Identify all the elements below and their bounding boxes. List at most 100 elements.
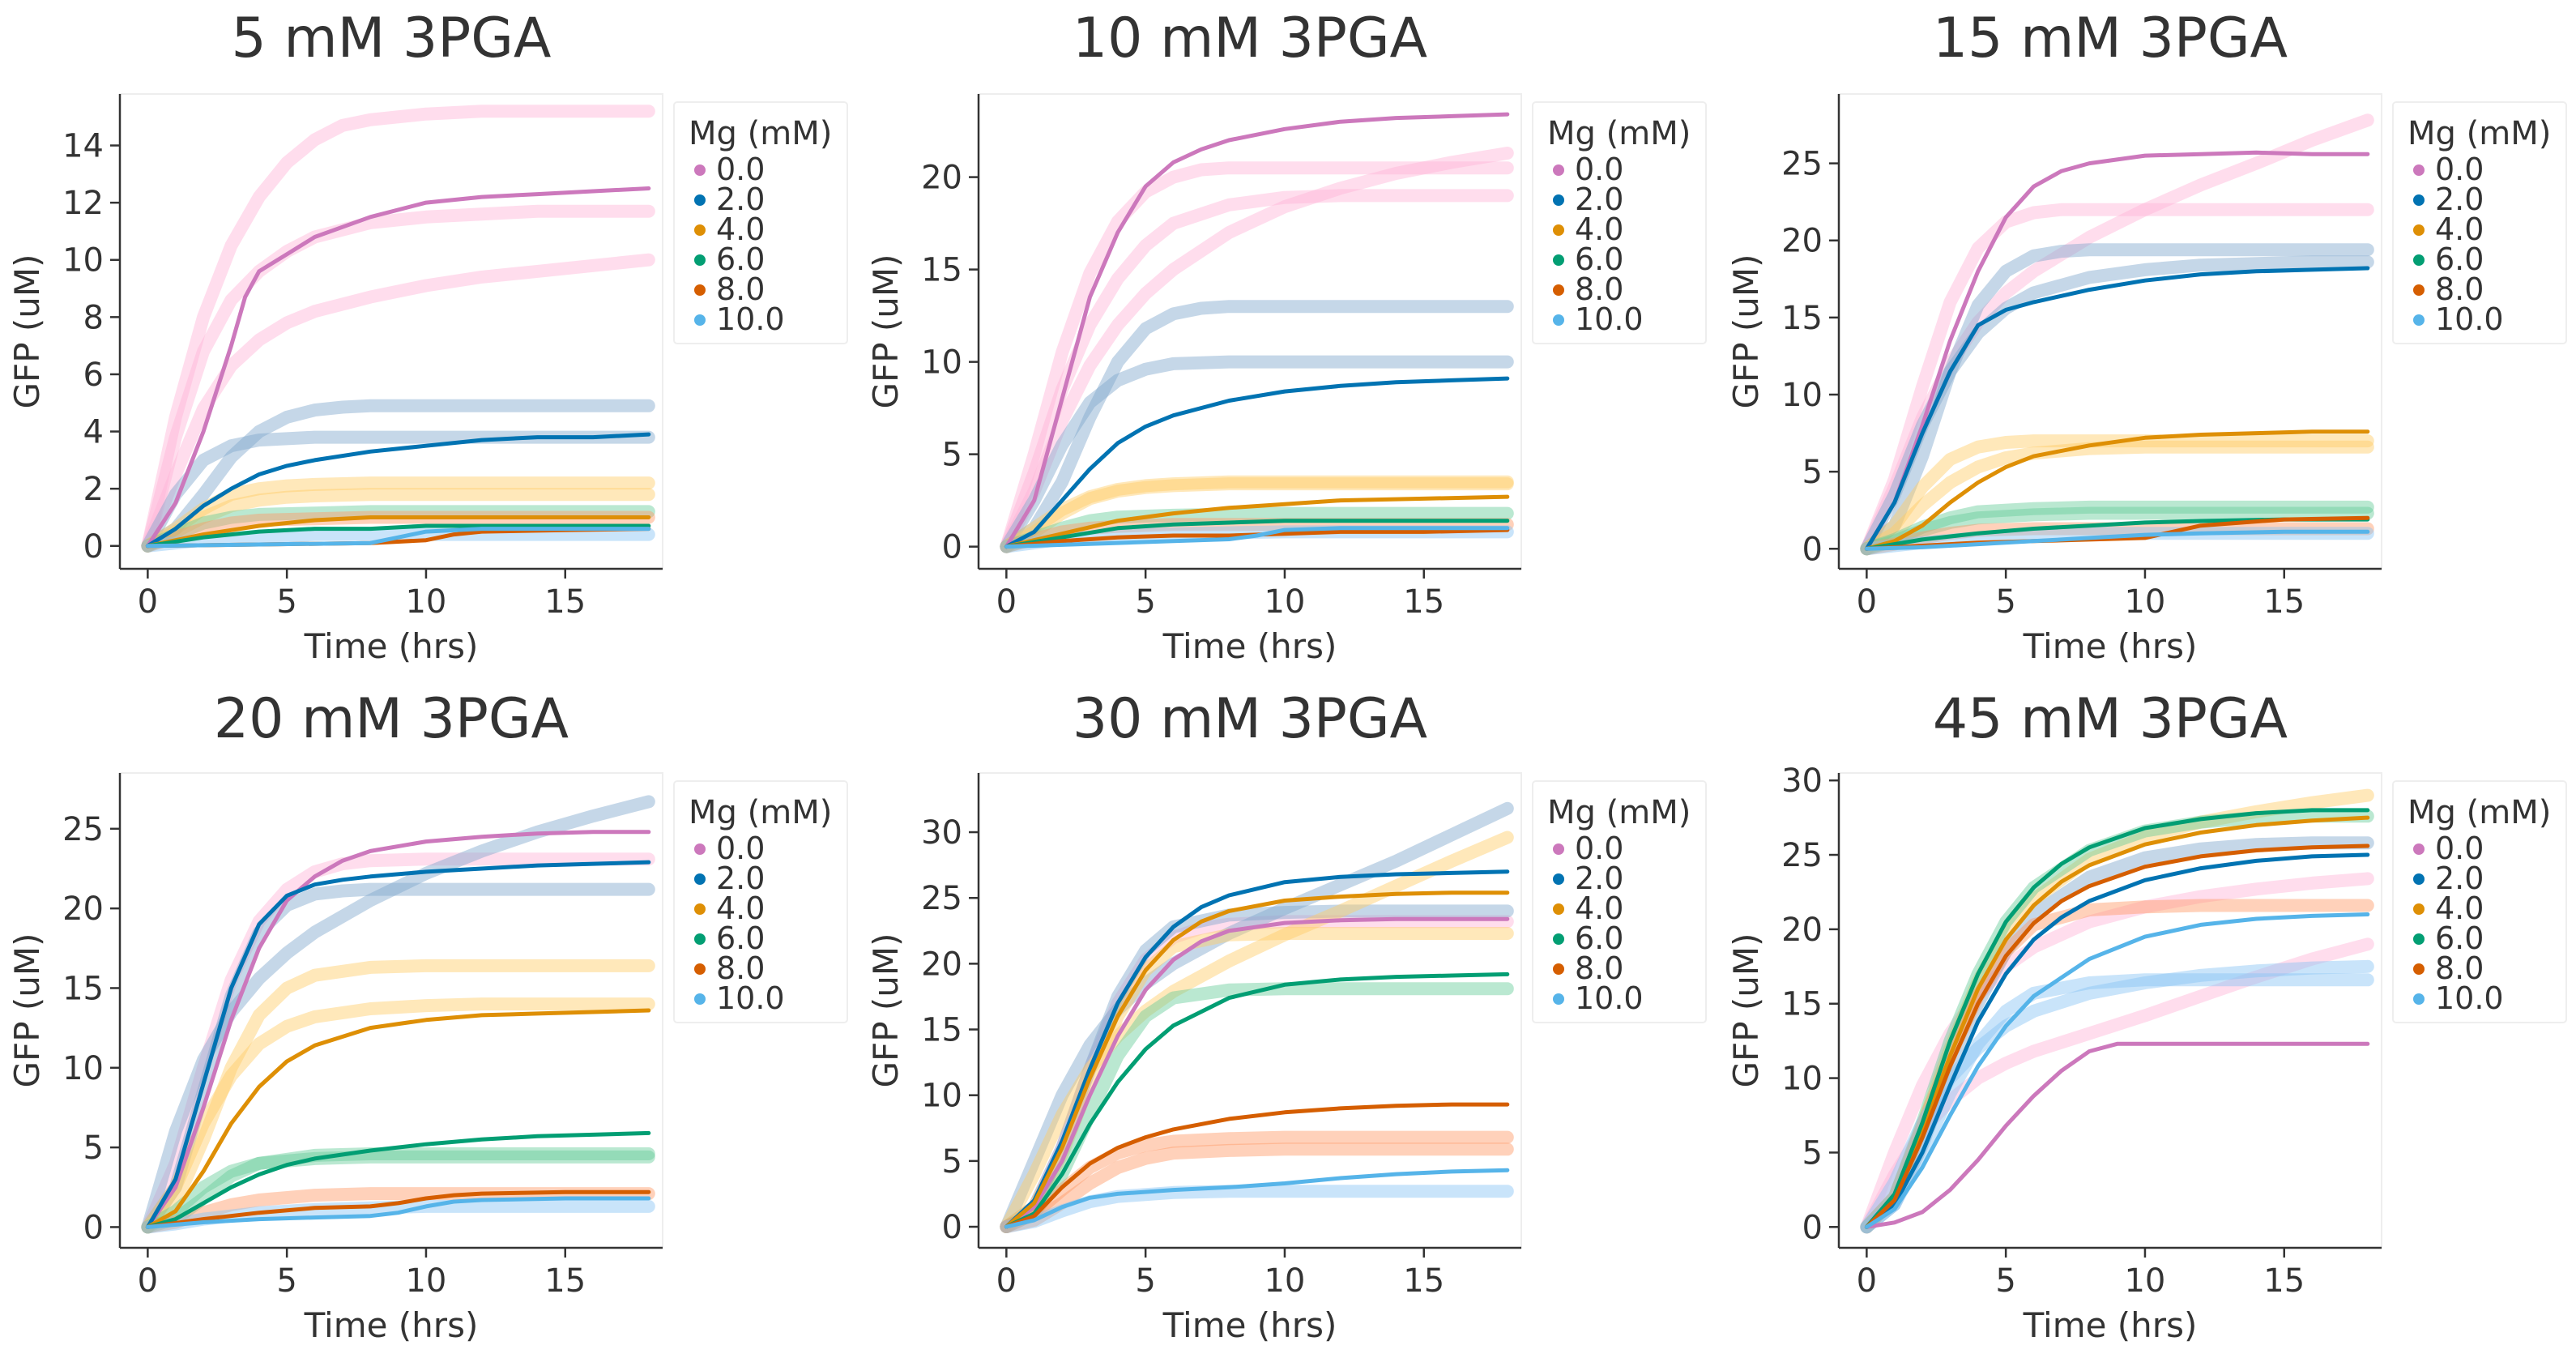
y-tick-label: 20	[62, 890, 104, 928]
legend-title: Mg (mM)	[689, 115, 832, 152]
y-tick-label: 20	[921, 160, 962, 197]
y-tick-label: 8	[83, 299, 104, 336]
legend-box	[673, 101, 848, 344]
data-line-mg-10.0	[1864, 912, 2370, 1229]
x-tick-label: 15	[2263, 1262, 2305, 1300]
chart-title: 45 mM 3PGA	[1933, 687, 2288, 751]
panel-4: 0 5 10 15 0 5 10 15 20 25 20 mM 3PGA Time (hrs) GFP …	[7, 687, 848, 1345]
legend-label: 10.0	[2435, 980, 2504, 1016]
chart-title: 10 mM 3PGA	[1073, 6, 1427, 70]
legend-label: 0.0	[2435, 152, 2484, 187]
fit-line-mg-0.0	[141, 253, 655, 553]
legend-title: Mg (mM)	[1547, 115, 1691, 152]
legend-marker	[1553, 903, 1564, 915]
x-tick-label: 5	[1995, 583, 2015, 621]
legend-marker	[2413, 873, 2425, 885]
x-tick-label: 0	[138, 583, 158, 621]
legend-label: 10.0	[2435, 301, 2504, 337]
legend-label: 6.0	[716, 241, 765, 277]
y-tick-label: 0	[1802, 1209, 1823, 1246]
legend-marker	[694, 194, 706, 206]
legend-label: 8.0	[1575, 271, 1623, 307]
legend-marker	[694, 993, 706, 1005]
legend-marker	[2413, 963, 2425, 975]
y-tick-label: 0	[83, 1209, 104, 1246]
fit-line-mg-8.0	[1000, 1142, 1514, 1233]
legend-marker	[2413, 843, 2425, 855]
legend-marker	[2413, 993, 2425, 1005]
chart-title: 30 mM 3PGA	[1073, 687, 1427, 751]
y-tick-label: 30	[1781, 762, 1823, 800]
fit-line-mg-2.0	[1860, 243, 2374, 556]
curves	[1000, 801, 1514, 1233]
fit-line-mg-2.0	[141, 882, 655, 1234]
legend-label: 4.0	[1575, 211, 1623, 247]
legend-label: 2.0	[2435, 181, 2484, 217]
fit-line-mg-0.0	[1860, 113, 2374, 556]
y-tick-label: 10	[921, 1078, 962, 1115]
y-tick-label: 5	[942, 437, 962, 474]
legend-label: 10.0	[716, 980, 785, 1016]
fit-line-mg-4.0	[1860, 440, 2374, 556]
legend-marker	[1553, 254, 1564, 266]
legend-label: 0.0	[716, 152, 765, 187]
fit-line-mg-10.0	[1860, 959, 2374, 1234]
data-line-mg-6.0	[1004, 519, 1510, 549]
y-tick-label: 15	[1781, 300, 1823, 337]
legend-marker	[1553, 873, 1564, 885]
x-tick-label: 0	[996, 583, 1017, 621]
x-tick-label: 10	[405, 583, 446, 621]
legend-label: 4.0	[2435, 211, 2484, 247]
data-line-mg-10.0	[1864, 529, 2370, 551]
fit-line-mg-0.0	[1000, 147, 1514, 553]
y-tick-label: 14	[62, 128, 104, 165]
y-tick-label: 0	[942, 1209, 962, 1246]
y-tick-label: 5	[83, 1130, 104, 1167]
legend-title: Mg (mM)	[2408, 794, 2551, 831]
legend-label: 6.0	[1575, 241, 1623, 277]
panel-3: 0 5 10 15 0 5 10 15 20 25 15 mM 3PGA Time (hrs) GFP …	[1726, 6, 2567, 666]
chart-title: 15 mM 3PGA	[1933, 6, 2288, 70]
fit-line-mg-2.0	[1000, 355, 1514, 553]
y-tick-label: 20	[1781, 223, 1823, 260]
y-axis-label: GFP (uM)	[7, 254, 47, 408]
y-axis-label: GFP (uM)	[866, 933, 906, 1087]
legend-label: 6.0	[2435, 920, 2484, 956]
legend-label: 2.0	[716, 181, 765, 217]
legend-label: 0.0	[1575, 152, 1623, 187]
y-axis-label: GFP (uM)	[866, 254, 906, 408]
data-line-mg-2.0	[145, 860, 651, 1229]
legend-label: 0.0	[716, 831, 765, 866]
x-tick-label: 0	[1857, 1262, 1877, 1300]
legend-marker	[1553, 933, 1564, 945]
data-line-mg-2.0	[1864, 852, 2370, 1229]
data-line-mg-4.0	[1004, 890, 1510, 1229]
data-line-mg-0.0	[1004, 112, 1510, 549]
legend-marker	[1553, 284, 1564, 296]
legend: Mg (mM)0.02.04.06.08.010.0	[2392, 101, 2567, 344]
fit-line-mg-6.0	[141, 505, 655, 553]
x-axis-label: Time (hrs)	[1162, 1305, 1337, 1345]
y-tick-label: 2	[83, 471, 104, 508]
legend-label: 4.0	[1575, 890, 1623, 926]
data-line-mg-4.0	[145, 1008, 651, 1229]
x-tick-label: 5	[1135, 583, 1155, 621]
x-tick-label: 15	[2263, 583, 2305, 621]
x-tick-label: 10	[1264, 1262, 1305, 1300]
legend-label: 2.0	[2435, 860, 2484, 896]
x-tick-label: 15	[1403, 583, 1444, 621]
legend-marker	[2413, 314, 2425, 326]
curves	[141, 105, 655, 553]
legend-box	[1532, 101, 1707, 344]
legend-marker	[1553, 314, 1564, 326]
legend-marker	[694, 933, 706, 945]
legend-marker	[2413, 164, 2425, 176]
data-line-mg-0.0	[145, 830, 651, 1229]
fit-line-mg-0.0	[1000, 161, 1514, 553]
x-axis-label: Time (hrs)	[1162, 626, 1337, 666]
x-tick-label: 10	[2124, 1262, 2165, 1300]
y-tick-label: 25	[921, 880, 962, 917]
legend-label: 8.0	[2435, 950, 2484, 986]
x-axis-label: Time (hrs)	[2023, 626, 2198, 666]
